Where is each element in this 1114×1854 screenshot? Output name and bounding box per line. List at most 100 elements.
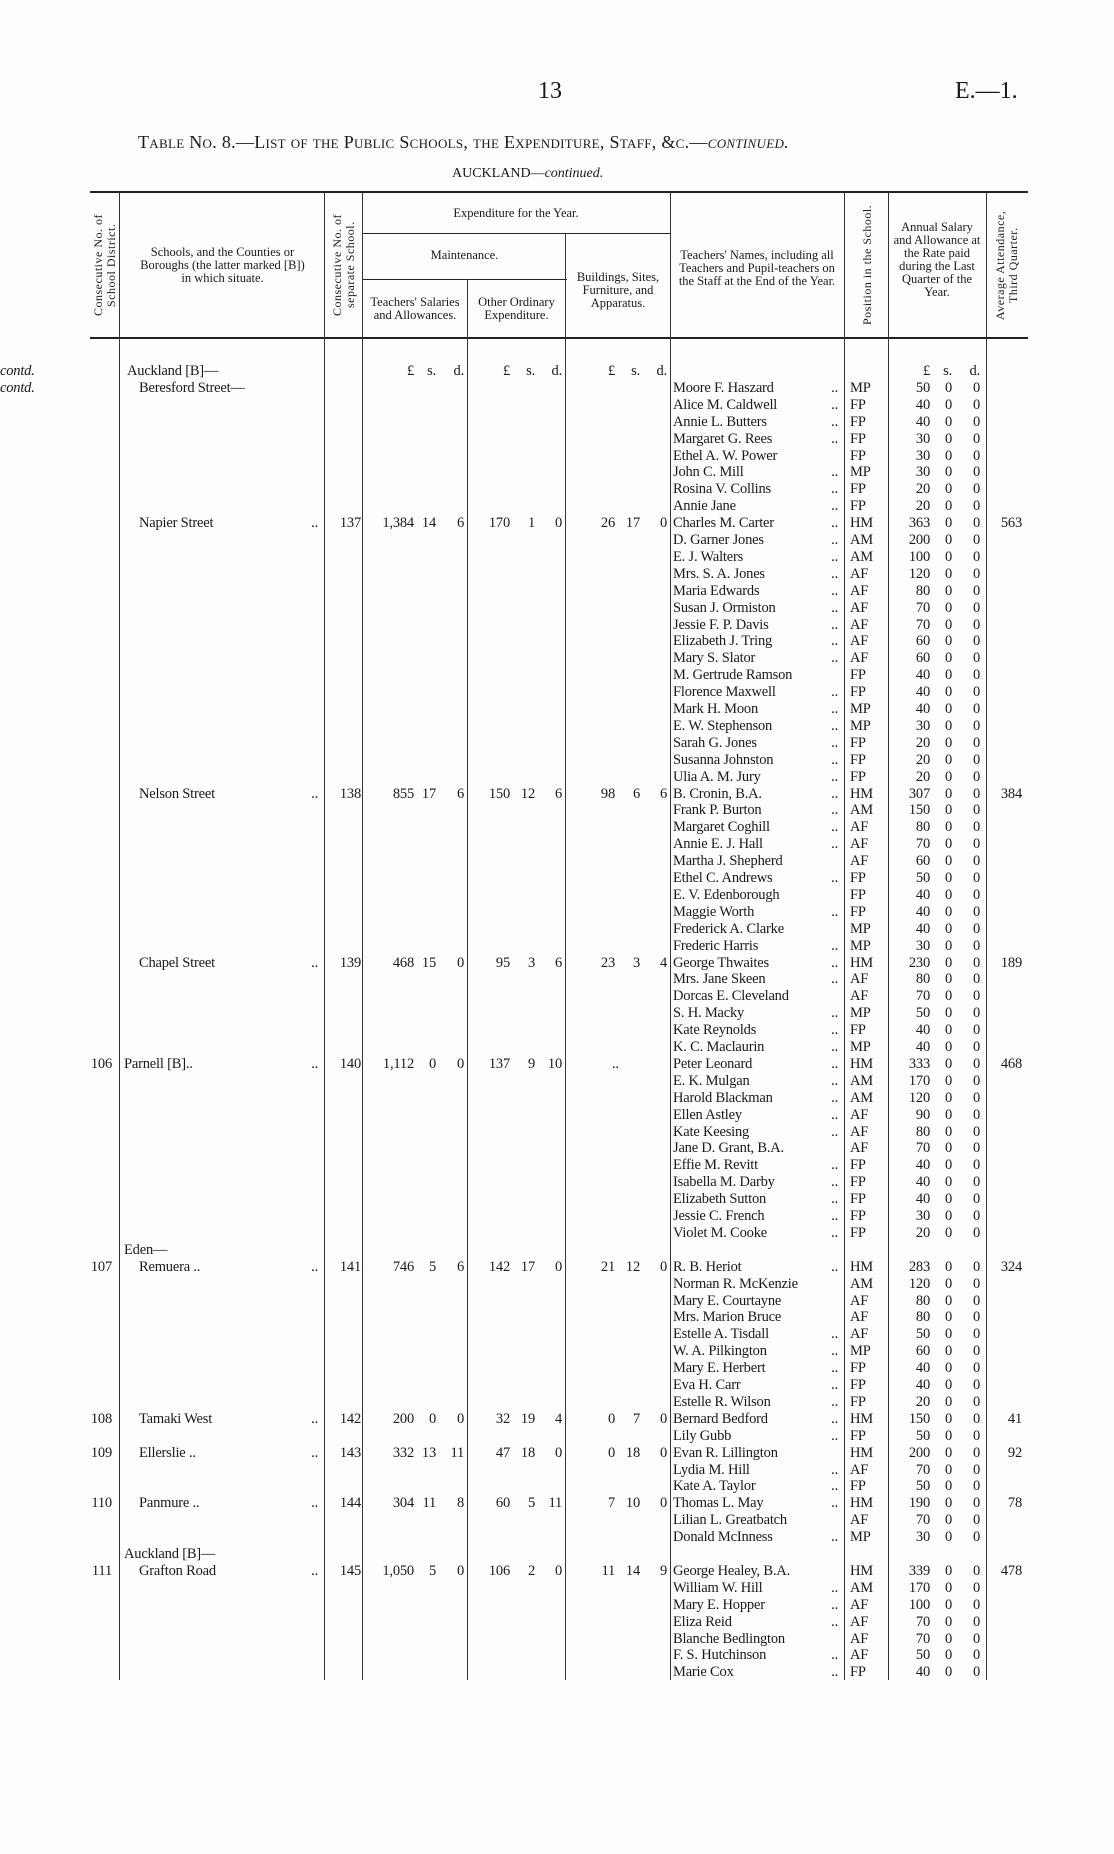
school-name: Grafton Road [139,1562,216,1579]
salary-shillings: 0 [944,768,952,785]
staff-row: Ethel A. W. Power FP 30 0 0 [0,448,1114,465]
salary-pence: 0 [972,1055,980,1072]
teacher-position: AF [850,1596,869,1613]
other-expenditure-pound-unit: £ [502,363,510,379]
teacher-name: Frederic Harris [673,937,759,954]
salary-pounds: 70 [915,1613,930,1630]
salary-pence: 0 [972,447,980,464]
other-expenditure-pounds: 106 [488,1562,510,1579]
staff-row: Mrs. S. A. Jones.. AF 120 0 0 [0,566,1114,583]
teacher-name: Violet M. Cooke [673,1224,767,1241]
other-expenditure-pounds: 142 [488,1258,510,1275]
teacher-name-leader: .. [831,616,838,633]
teacher-name: Kate A. Taylor [673,1478,756,1495]
teacher-name: Susan J. Ormiston [673,599,776,616]
teacher-position: AF [850,836,869,853]
average-attendance: 563 [1000,515,1022,532]
teacher-name: Estelle R. Wilson [673,1393,771,1410]
salary-shillings: 0 [944,1427,952,1444]
teacher-position: FP [850,1191,866,1208]
buildings-pence: 4 [659,954,667,971]
staff-row: Annie Jane.. FP 20 0 0 [0,498,1114,515]
table-title: Table No. 8.—List of the Public Schools,… [138,132,789,153]
teacher-position: HM [850,515,873,532]
salary-pounds: 40 [915,1360,930,1377]
units-row: Auckland [B]— contd. £ s. d. £ s. d. £ s. d. £ s. d. [0,363,1114,380]
staff-row: Eva H. Carr.. FP 40 0 0 [0,1377,1114,1394]
buildings-pounds: 0 [607,1444,615,1461]
teacher-name: E. V. Edenborough [673,886,780,903]
salary-pence: 0 [972,853,980,870]
average-attendance: 78 [1007,1495,1022,1512]
staff-row: Lydia M. Hill.. AF 70 0 0 [0,1462,1114,1479]
staff-row: Lilian L. Greatbatch AF 70 0 0 [0,1512,1114,1529]
salary-pounds: 60 [915,853,930,870]
staff-row: William W. Hill.. AM 170 0 0 [0,1580,1114,1597]
teacher-position: FP [850,447,866,464]
teacher-position: AF [850,988,869,1005]
salary-pounds: 40 [915,684,930,701]
salary-pence: 0 [972,1512,980,1529]
salary-pence: 0 [972,734,980,751]
salary-pounds: 80 [915,1309,930,1326]
teacher-name-leader: .. [831,1157,838,1174]
header-teacher-names: Teachers' Names, including all Teachers … [678,247,836,288]
separate-school-number: 139 [339,954,361,971]
teacher-name: Evan R. Lillington [673,1444,778,1461]
teacher-position: AM [850,548,873,565]
separate-school-number: 141 [339,1258,361,1275]
salary-pence: 0 [972,1292,980,1309]
staff-row: E. W. Stephenson.. MP 30 0 0 [0,718,1114,735]
salary-pounds: 30 [915,1529,930,1546]
salary-pounds: 120 [908,1275,930,1292]
teacher-name: Mary E. Hopper [673,1596,765,1613]
header-attendance: Average Attendance, Third Quarter. [993,210,1020,320]
teacher-name-leader: .. [831,802,838,819]
teacher-name: Elizabeth Sutton [673,1191,767,1208]
buildings-pence: 0 [659,1410,667,1427]
school-prefix: Auckland [B]— [124,1546,216,1562]
staff-row: Ethel C. Andrews.. FP 50 0 0 [0,870,1114,887]
staff-row: Frank P. Burton.. AM 150 0 0 [0,802,1114,819]
salary-pounds: 339 [908,1562,930,1579]
buildings-pence: 0 [659,515,667,532]
teacher-position: AM [850,802,873,819]
salary-pounds: 20 [915,1393,930,1410]
teacher-name: Ethel A. W. Power [673,447,778,464]
salary-pence: 0 [972,768,980,785]
staff-row: Margaret G. Rees.. FP 30 0 0 [0,431,1114,448]
other-expenditure-d-unit: d. [551,363,563,379]
teacher-name-leader: .. [831,1072,838,1089]
teacher-position: MP [850,717,871,734]
salary-pounds: 60 [915,650,930,667]
salary-s-unit: s. [943,363,952,379]
teacher-name: Isabella M. Darby [673,1174,775,1191]
salary-pence: 0 [972,396,980,413]
staff-row: Marie Cox.. FP 40 0 0 [0,1664,1114,1681]
teacher-name: Susanna Johnston [673,751,774,768]
teachers-salaries-pounds: 468 [392,954,414,971]
separate-school-number: 142 [339,1410,361,1427]
teacher-position: MP [850,1039,871,1055]
continued-heading: Auckland [B]— [127,363,219,379]
school-row: Chapel Street.. 139 468 15 0 23 3 4 95 3 6 189 Georg… [0,955,1114,972]
teacher-position: AF [850,1106,869,1123]
salary-shillings: 0 [944,379,952,396]
salary-pence: 0 [972,1157,980,1174]
teacher-name-leader: .. [831,684,838,701]
staff-row: Mary S. Slator.. AF 60 0 0 [0,650,1114,667]
teacher-name: Mrs. S. A. Jones [673,565,765,582]
salary-pounds: 150 [908,1410,930,1427]
staff-row: Elizabeth J. Tring.. AF 60 0 0 [0,633,1114,650]
salary-shillings: 0 [944,1326,952,1343]
salary-shillings: 0 [944,1072,952,1089]
salary-shillings: 0 [944,1224,952,1241]
header-position-cell: Position in the School. [846,196,888,334]
school-name-leader: .. [311,1495,318,1512]
salary-shillings: 0 [944,1106,952,1123]
teacher-position: FP [850,1208,866,1224]
salary-shillings: 0 [944,1444,952,1461]
staff-row: Alice M. Caldwell.. FP 40 0 0 [0,397,1114,414]
teacher-name-leader: .. [831,1495,838,1512]
teacher-name-leader: .. [831,1191,838,1208]
